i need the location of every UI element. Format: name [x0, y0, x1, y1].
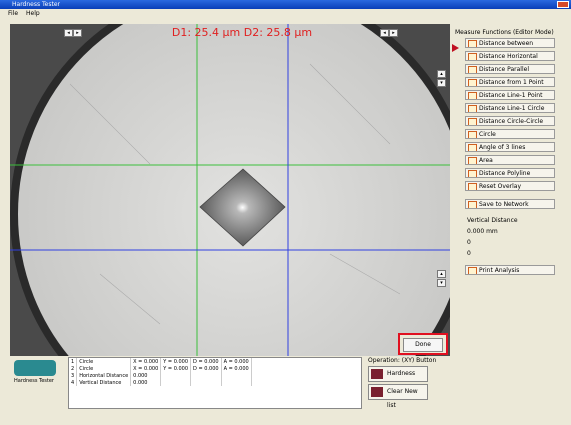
indentation — [199, 168, 286, 247]
table-row[interactable]: 2 Circle X = 0.000 Y = 0.000 D = 0.000 A = 0.… — [69, 365, 252, 372]
table-cell — [221, 379, 252, 386]
done-frame: Done — [398, 333, 448, 355]
table-row[interactable]: 4 Vertical Distance 0.000 — [69, 379, 252, 386]
table-cell: D = 0.000 — [190, 358, 222, 365]
table-cell — [190, 372, 222, 379]
extra-value: 0 — [467, 239, 471, 246]
nav-up[interactable]: ▴ — [437, 70, 446, 78]
window-title: Hardness Tester — [12, 1, 60, 8]
operation-button[interactable]: Clear New list — [368, 384, 428, 409]
function-button[interactable]: Distance Horizontal — [465, 51, 555, 61]
table-cell — [190, 379, 222, 386]
table-cell: Y = 0.000 — [160, 365, 192, 372]
table-cell: 4 — [69, 379, 78, 386]
table-cell: Vertical Distance — [76, 379, 132, 386]
microscope-view: D1: 25.4 µm D2: 25.8 µm — [10, 24, 450, 356]
table-cell: Y = 0.000 — [160, 358, 192, 365]
operation-label: Operation: (XY) Button — [368, 357, 437, 364]
function-button[interactable]: Angle of 3 lines — [465, 142, 555, 152]
extra-value: 0 — [467, 250, 471, 257]
function-button[interactable]: Distance between — [465, 38, 555, 48]
table-cell: 0.000 — [130, 379, 162, 386]
measurement-readout: D1: 25.4 µm D2: 25.8 µm — [172, 26, 312, 39]
nav-left[interactable]: ◂ — [64, 29, 73, 37]
menu-item[interactable]: Help — [26, 10, 40, 17]
nav-right[interactable]: ▸ — [73, 29, 82, 37]
table-cell: A = 0.000 — [221, 365, 252, 372]
close-button[interactable] — [557, 1, 569, 8]
table-cell: D = 0.000 — [190, 365, 222, 372]
nav-up[interactable]: ▴ — [437, 270, 446, 278]
function-button[interactable]: Distance Polyline — [465, 168, 555, 178]
selection-arrow — [452, 44, 459, 52]
panel-header: Measure Functions (Editor Mode) — [455, 29, 554, 36]
title-bar: Hardness Tester — [0, 0, 571, 9]
print-button[interactable]: Print Analysis — [465, 265, 555, 275]
table-cell: 2 — [69, 365, 78, 372]
surface-scratches — [69, 63, 401, 325]
nav-right[interactable]: ▸ — [389, 29, 398, 37]
table-cell — [160, 379, 192, 386]
function-button[interactable]: Distance Line-1 Point — [465, 90, 555, 100]
table-cell: Circle — [76, 365, 132, 372]
vertical-value: 0.000 mm — [467, 228, 498, 235]
table-cell: 3 — [69, 372, 78, 379]
function-button[interactable]: Distance Parallel — [465, 64, 555, 74]
logo-text: Hardness Tester — [14, 378, 54, 384]
nav-down[interactable]: ▾ — [437, 279, 446, 287]
table-cell — [221, 372, 252, 379]
function-list: Distance between Distance Horizontal Dista… — [455, 38, 567, 191]
vertical-label: Vertical Distance — [467, 217, 518, 224]
table-cell: A = 0.000 — [221, 358, 252, 365]
results-table: 1 Circle X = 0.000 Y = 0.000 D = 0.000 A = 0.… — [68, 357, 362, 409]
logo-image — [14, 360, 56, 376]
menu-item[interactable]: File — [8, 10, 19, 17]
table-cell: 0.000 — [130, 372, 162, 379]
table-row[interactable]: 1 Circle X = 0.000 Y = 0.000 D = 0.000 A = 0.… — [69, 358, 252, 365]
table-cell: 1 — [69, 358, 78, 365]
table-cell: X = 0.000 — [130, 358, 162, 365]
function-button[interactable]: Circle — [465, 129, 555, 139]
done-button[interactable]: Done — [403, 338, 443, 352]
function-button[interactable]: Area — [465, 155, 555, 165]
table-cell: Circle — [76, 358, 132, 365]
table-cell — [160, 372, 192, 379]
table-cell: X = 0.000 — [130, 365, 162, 372]
operation-buttons: Hardness Clear New list — [368, 366, 458, 409]
nav-left[interactable]: ◂ — [380, 29, 389, 37]
function-button[interactable]: Distance from 1 Point — [465, 77, 555, 87]
nav-down[interactable]: ▾ — [437, 79, 446, 87]
table-row[interactable]: 3 Horizontal Distance 0.000 — [69, 372, 252, 379]
operation-panel: Operation: (XY) Button Hardness Clear New… — [368, 357, 458, 409]
function-button[interactable]: Reset Overlay — [465, 181, 555, 191]
logo: Hardness Tester — [14, 360, 56, 406]
operation-button[interactable]: Hardness — [368, 366, 428, 382]
menu-bar: File Help — [0, 9, 571, 18]
function-panel: Measure Functions (Editor Mode) Distance… — [455, 28, 567, 278]
function-button[interactable]: Distance Line-1 Circle — [465, 103, 555, 113]
save-button[interactable]: Save to Network — [465, 199, 555, 209]
function-button[interactable]: Distance Circle-Circle — [465, 116, 555, 126]
table-cell: Horizontal Distance — [76, 372, 132, 379]
